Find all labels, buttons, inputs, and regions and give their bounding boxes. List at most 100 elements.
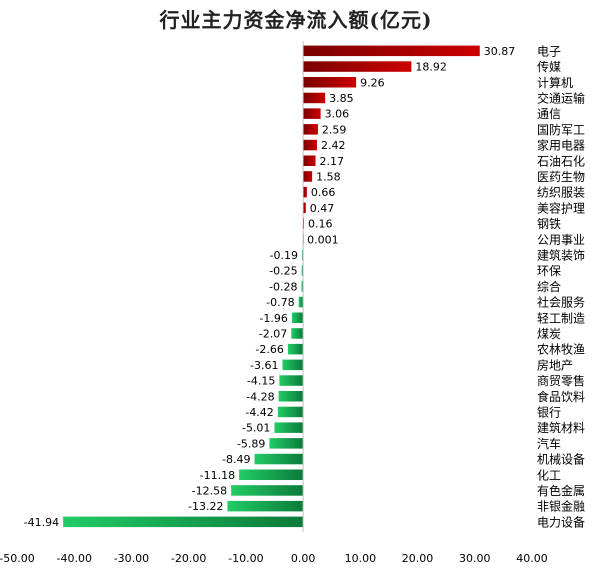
category-label: 建筑装饰: [537, 247, 585, 262]
category-label: 银行: [537, 405, 561, 419]
bar: [303, 139, 317, 151]
category-label: 化工: [537, 468, 561, 482]
bar: [303, 45, 480, 57]
bar: [303, 61, 412, 72]
data-label: -8.49: [222, 453, 250, 466]
x-tick-label: 40.00: [516, 552, 548, 565]
data-label: -5.89: [237, 437, 265, 450]
bar: [302, 249, 304, 261]
data-label: 2.59: [322, 123, 347, 136]
category-label: 有色金属: [537, 483, 585, 498]
data-label: 0.001: [307, 233, 339, 246]
bar: [303, 124, 318, 135]
data-label: -2.66: [255, 343, 283, 356]
x-tick-label: -10.00: [228, 552, 263, 565]
bar: [303, 171, 313, 182]
category-label: 计算机: [537, 75, 573, 90]
category-label: 国防军工: [537, 122, 585, 137]
data-label: -4.15: [247, 375, 275, 388]
category-label: 环保: [537, 264, 561, 278]
data-label: -13.22: [188, 500, 223, 513]
data-label: 1.58: [316, 170, 341, 183]
category-label: 社会服务: [537, 295, 585, 310]
bar: [303, 186, 307, 198]
category-label: 煤炭: [537, 327, 561, 341]
data-label: -11.18: [200, 469, 235, 482]
bar: [303, 92, 326, 104]
category-label: 石油石化: [537, 154, 585, 168]
category-label: 建筑材料: [537, 420, 585, 435]
data-label: -1.96: [259, 312, 287, 325]
category-label: 综合: [537, 279, 561, 294]
category-label: 美容护理: [537, 200, 585, 215]
bar: [279, 375, 304, 386]
category-label: 电力设备: [537, 515, 585, 529]
bar: [254, 453, 304, 465]
data-label: -0.19: [270, 249, 298, 262]
data-label: -41.94: [24, 516, 59, 529]
x-tick-label: -50.00: [0, 552, 35, 565]
bar: [274, 422, 304, 433]
bar: [303, 202, 306, 214]
bar: [269, 438, 304, 449]
category-label: 家用电器: [537, 138, 585, 153]
data-label: -0.28: [269, 280, 297, 293]
data-label: -5.01: [242, 422, 270, 435]
bar: [291, 312, 304, 323]
category-label: 医药生物: [537, 170, 585, 184]
x-tick-label: 0.00: [291, 552, 316, 565]
data-label: -0.78: [266, 296, 294, 309]
bar: [231, 485, 304, 496]
category-label: 房地产: [537, 357, 573, 372]
data-label: -4.28: [246, 390, 274, 403]
bar: [227, 500, 304, 512]
category-label: 公用事业: [537, 233, 585, 247]
data-label: -12.58: [192, 484, 227, 497]
data-label: -2.07: [259, 327, 287, 340]
category-label: 商贸零售: [537, 373, 585, 388]
data-label: 3.06: [325, 108, 350, 121]
category-label: 电子: [537, 44, 561, 58]
bar: [63, 516, 304, 528]
bar: [303, 108, 321, 119]
data-label: -4.42: [245, 406, 273, 419]
category-label: 汽车: [537, 436, 561, 451]
category-label: 轻工制造: [537, 311, 585, 325]
bar: [239, 469, 304, 480]
x-tick-label: 10.00: [345, 552, 377, 565]
bar: [291, 328, 304, 339]
data-label: -3.61: [250, 359, 278, 372]
category-label: 通信: [537, 107, 561, 121]
x-tick-label: -20.00: [171, 552, 206, 565]
bar: [278, 391, 304, 402]
bar: [282, 359, 304, 371]
x-tick-label: 20.00: [402, 552, 434, 565]
data-label: 0.66: [311, 186, 336, 199]
category-label: 非银金融: [537, 499, 585, 514]
x-tick-label: -30.00: [114, 552, 149, 565]
bar: [301, 281, 304, 292]
data-label: 2.17: [320, 155, 345, 168]
data-label: 0.47: [310, 202, 335, 215]
x-tick-label: -40.00: [56, 552, 91, 565]
category-label: 机械设备: [537, 452, 585, 467]
data-label: 0.16: [308, 218, 333, 231]
data-label: 9.26: [360, 76, 385, 89]
bar: [301, 265, 304, 276]
bar: [303, 155, 316, 166]
x-tick-label: 30.00: [459, 552, 491, 565]
data-label: -0.25: [269, 265, 297, 278]
category-label: 纺织服装: [537, 186, 585, 200]
data-label: 3.85: [329, 92, 354, 105]
data-label: 30.87: [484, 45, 516, 58]
bar: [298, 296, 304, 308]
category-label: 钢铁: [537, 217, 561, 231]
bar: [287, 343, 304, 355]
category-label: 食品饮料: [537, 389, 585, 404]
bar: [303, 77, 357, 88]
category-label: 农林牧渔: [537, 343, 585, 357]
bar: [277, 406, 304, 418]
chart-title: 行业主力资金净流入额(亿元): [159, 8, 433, 32]
